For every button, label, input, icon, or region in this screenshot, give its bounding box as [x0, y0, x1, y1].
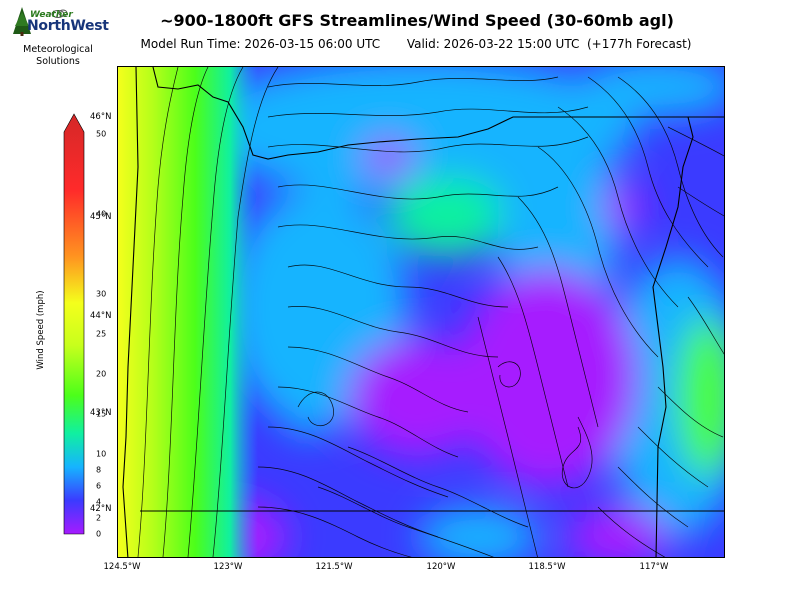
logo-brand: NorthWest [27, 18, 109, 34]
cbar-tick-20: 20 [96, 369, 107, 379]
logo-brand-top: Weather [30, 10, 73, 20]
logo-caption-line1: Meteorological [23, 44, 93, 55]
cbar-tick-2: 2 [96, 513, 102, 523]
colorbar-label: Wind Speed (mph) [36, 290, 46, 370]
logo [6, 6, 106, 68]
lon-label-124-5: 124.5°W [103, 562, 141, 572]
lat-label-46: 46°N [90, 112, 112, 122]
colorbar-gradient [63, 113, 85, 535]
lat-label-44: 44°N [90, 311, 112, 321]
tree-icon [13, 7, 31, 36]
map-title: ~900-1800ft GFS Streamlines/Wind Speed (… [160, 11, 674, 30]
run-valid-time: Model Run Time: 2026-03-15 06:00 UTC Val… [140, 37, 692, 51]
cbar-tick-10: 10 [96, 449, 107, 459]
colorbar: 0 2 4 6 8 10 15 20 25 30 40 50 [56, 112, 106, 539]
lon-label-118-5: 118.5°W [528, 562, 566, 572]
lon-label-121-5: 121.5°W [315, 562, 353, 572]
cbar-tick-6: 6 [96, 481, 102, 491]
cbar-tick-15: 15 [96, 409, 107, 419]
state-boundaries [122, 67, 724, 557]
wind-speed-field [118, 67, 724, 557]
cbar-tick-30: 30 [96, 289, 107, 299]
lat-label-42: 42°N [90, 504, 112, 514]
lat-label-43: 43°N [90, 408, 112, 418]
lon-label-120: 120°W [426, 562, 456, 572]
wind-map[interactable] [117, 66, 725, 558]
cbar-tick-8: 8 [96, 465, 102, 475]
cbar-tick-50: 50 [96, 129, 107, 139]
streamlines [137, 67, 724, 557]
cbar-tick-25: 25 [96, 329, 107, 339]
cbar-tick-4: 4 [96, 497, 102, 507]
lon-label-123: 123°W [213, 562, 243, 572]
lon-label-117: 117°W [639, 562, 669, 572]
logo-caption-line2: Solutions [36, 56, 80, 67]
cbar-tick-40: 40 [96, 209, 107, 219]
logo-caption: Meteorological Solutions [18, 44, 98, 68]
cbar-tick-0: 0 [96, 529, 102, 539]
lat-label-45: 45°N [90, 212, 112, 222]
cloud-icon [51, 9, 68, 18]
